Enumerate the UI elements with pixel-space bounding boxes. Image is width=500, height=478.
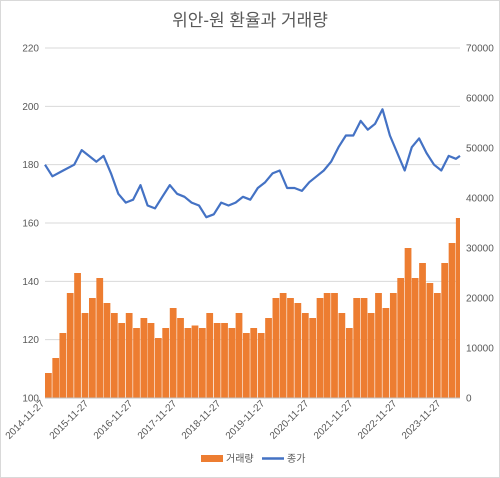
- volume-bar: [66, 293, 74, 398]
- x-tick-label: 2014-11-27: [4, 398, 48, 442]
- volume-bar: [419, 263, 426, 398]
- volume-bar: [133, 328, 140, 398]
- y-left-tick-label: 180: [22, 160, 39, 171]
- x-tick-label: 2017-11-27: [136, 398, 180, 442]
- volume-bar: [389, 293, 397, 398]
- volume-bar: [279, 293, 287, 398]
- volume-bar: [433, 293, 441, 398]
- volume-bar: [426, 283, 434, 398]
- x-tick-label: 2023-11-27: [400, 398, 444, 442]
- y-left-tick-label: 220: [22, 44, 39, 55]
- volume-bar: [118, 323, 126, 398]
- volume-bar: [316, 298, 324, 398]
- volume-bar: [382, 308, 390, 398]
- volume-bar: [206, 313, 214, 398]
- volume-bar: [397, 278, 405, 398]
- y-right-tick-label: 50000: [466, 144, 494, 155]
- volume-bar: [184, 328, 192, 398]
- volume-bar: [140, 318, 148, 398]
- volume-bar: [265, 318, 272, 398]
- volume-bar: [59, 333, 67, 398]
- volume-bar: [110, 313, 118, 398]
- legend-label-close: 종가: [287, 453, 305, 465]
- volume-bar: [125, 313, 133, 398]
- volume-bar: [367, 313, 375, 398]
- volume-bar: [191, 325, 199, 398]
- volume-bar: [221, 323, 228, 398]
- y-left-tick-label: 140: [22, 277, 39, 288]
- volume-bar: [272, 298, 280, 398]
- volume-bar: [331, 293, 338, 398]
- close-price-line: [44, 108, 461, 219]
- volume-bar: [338, 313, 346, 398]
- volume-bar: [301, 313, 309, 398]
- volume-bar: [235, 313, 243, 398]
- volume-bar: [309, 318, 317, 398]
- volume-bar: [375, 293, 382, 398]
- volume-bar: [250, 328, 258, 398]
- legend: 거래량 종가: [201, 453, 305, 465]
- x-tick-label: 2016-11-27: [92, 398, 136, 442]
- volume-bar: [353, 298, 361, 398]
- x-axis: 2014-11-27 2015-11-27 2016-11-27 2017-11-27…: [4, 397, 460, 442]
- y-left-tick-label: 200: [22, 102, 39, 113]
- y-left-tick-label: 120: [22, 335, 39, 346]
- volume-bar: [198, 328, 206, 398]
- x-tick-label: 2020-11-27: [268, 398, 312, 442]
- volume-bar: [81, 313, 89, 398]
- volume-bar: [52, 358, 60, 398]
- volume-bar: [404, 248, 412, 398]
- x-tick-label: 2019-11-27: [224, 398, 268, 442]
- volume-bar: [448, 243, 456, 398]
- x-tick-label: 2022-11-27: [356, 398, 400, 442]
- volume-bar: [177, 318, 184, 398]
- volume-bar: [242, 333, 250, 398]
- x-tick-label: 2021-11-27: [312, 398, 356, 442]
- volume-bar: [89, 298, 96, 398]
- y-right-tick-label: 0: [466, 394, 472, 405]
- x-tick-label: 2015-11-27: [48, 398, 92, 442]
- volume-bar: [360, 298, 368, 398]
- y-right-tick-label: 20000: [466, 294, 494, 305]
- y-right-tick-label: 60000: [466, 94, 494, 105]
- chart-title: 위안-원 환율과 거래량: [172, 11, 328, 30]
- volume-bar: [411, 278, 419, 398]
- volume-bar: [228, 328, 236, 398]
- volume-bar: [213, 323, 221, 398]
- legend-label-volume: 거래량: [226, 453, 254, 465]
- volume-bar: [294, 303, 302, 398]
- volume-bar: [169, 308, 177, 398]
- volume-bar: [441, 263, 449, 398]
- volume-bars: [45, 218, 460, 398]
- right-axis: 0 10000 20000 30000 40000 50000 60000 70000: [466, 44, 494, 405]
- y-right-tick-label: 10000: [466, 344, 494, 355]
- volume-bar: [162, 328, 170, 398]
- volume-bar: [74, 273, 81, 398]
- x-tick-label: 2018-11-27: [180, 398, 224, 442]
- volume-bar: [154, 338, 162, 398]
- y-left-tick-label: 160: [22, 219, 39, 230]
- left-axis: 100 120 140 160 180 200 220: [22, 44, 39, 405]
- volume-bar: [257, 333, 265, 398]
- volume-bar: [45, 373, 52, 398]
- volume-bar: [147, 323, 155, 398]
- legend-swatch-volume: [201, 455, 223, 462]
- y-right-tick-label: 70000: [466, 44, 494, 55]
- y-right-tick-label: 30000: [466, 244, 494, 255]
- volume-bar: [323, 293, 331, 398]
- y-right-tick-label: 40000: [466, 194, 494, 205]
- y-left-tick-label: 100: [22, 394, 39, 405]
- volume-bar: [96, 278, 104, 398]
- volume-bar: [103, 303, 111, 398]
- volume-bar: [345, 328, 353, 398]
- volume-bar: [287, 298, 294, 398]
- volume-bar: [455, 218, 460, 398]
